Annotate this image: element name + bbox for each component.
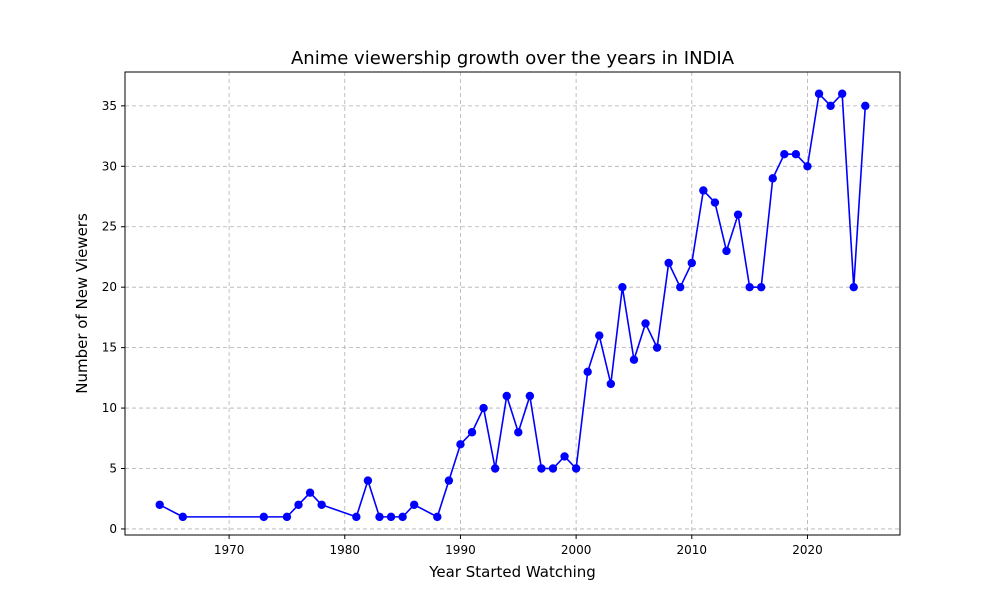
data-point — [456, 440, 465, 449]
chart-title: Anime viewership growth over the years i… — [291, 48, 735, 69]
data-point — [259, 512, 269, 522]
x-tick-label: 2020 — [792, 543, 823, 557]
data-point — [583, 367, 592, 377]
x-tick-label: 1990 — [445, 543, 476, 557]
data-point — [652, 343, 662, 352]
data-point — [282, 512, 292, 522]
data-point — [386, 512, 396, 522]
data-point — [502, 391, 511, 401]
x-tick-label: 1970 — [214, 543, 245, 557]
data-point — [479, 403, 488, 413]
data-point — [699, 186, 708, 195]
data-point — [409, 500, 419, 509]
grid-lines — [125, 72, 900, 535]
data-point — [560, 452, 569, 461]
data-point — [363, 476, 373, 485]
y-tick-label: 15 — [102, 341, 117, 355]
series-line-layer — [159, 92, 867, 518]
x-axis-ticks: 1970 1980 1990 2000 2010 2020 — [214, 535, 823, 557]
x-tick-label: 2000 — [561, 543, 592, 557]
data-point — [317, 500, 326, 509]
data-point — [178, 512, 188, 522]
data-point — [837, 89, 847, 98]
data-point — [722, 246, 731, 256]
data-point — [780, 150, 789, 159]
data-point — [606, 379, 616, 389]
data-point — [514, 428, 523, 437]
y-axis-label: Number of New Viewers — [73, 213, 91, 394]
data-point — [756, 282, 766, 292]
data-point — [444, 476, 454, 485]
data-point — [768, 174, 777, 183]
y-tick-label: 25 — [102, 220, 117, 234]
data-point — [676, 282, 685, 292]
data-point — [687, 258, 696, 268]
data-point — [155, 500, 164, 509]
x-axis-label: Year Started Watching — [428, 563, 596, 581]
y-tick-label: 35 — [102, 99, 117, 113]
data-point — [733, 210, 743, 219]
data-point — [294, 500, 303, 509]
data-point — [595, 331, 604, 340]
data-point — [803, 162, 812, 171]
data-point — [814, 89, 824, 98]
data-point — [710, 198, 720, 207]
data-point — [375, 512, 384, 522]
data-point — [537, 464, 546, 473]
data-point — [664, 258, 673, 268]
data-point — [525, 391, 535, 401]
data-point — [849, 282, 858, 292]
data-point — [548, 464, 558, 473]
y-tick-label: 30 — [102, 159, 117, 173]
series-markers — [155, 89, 870, 522]
x-tick-label: 1980 — [330, 543, 361, 557]
series-line — [159, 92, 867, 518]
y-tick-label: 20 — [102, 280, 117, 294]
data-point — [490, 464, 500, 473]
data-point — [467, 428, 477, 437]
data-point — [571, 464, 581, 473]
data-point — [826, 101, 835, 111]
data-point — [745, 282, 754, 292]
data-point — [305, 488, 315, 497]
data-point — [641, 319, 650, 328]
data-point — [618, 282, 627, 292]
plot-frame — [124, 71, 901, 536]
data-point — [398, 512, 407, 522]
data-point — [861, 101, 870, 111]
data-point — [433, 512, 442, 522]
x-tick-label: 2010 — [677, 543, 708, 557]
data-point — [791, 150, 801, 159]
y-axis-ticks: 0 5 10 15 20 25 30 35 — [102, 99, 125, 536]
y-tick-label: 0 — [109, 522, 117, 536]
y-tick-label: 10 — [102, 401, 117, 415]
data-point — [629, 355, 639, 364]
y-tick-label: 5 — [109, 462, 117, 476]
data-point — [352, 512, 361, 522]
